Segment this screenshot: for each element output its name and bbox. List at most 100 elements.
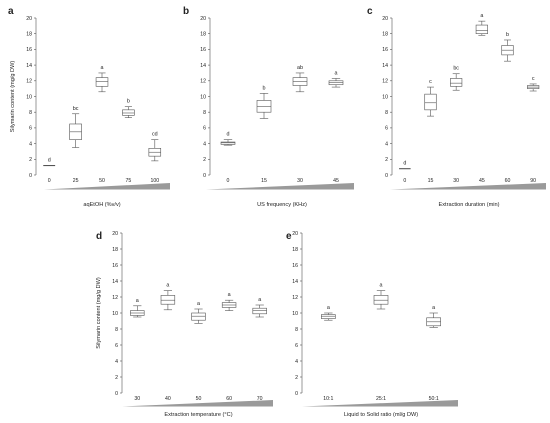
panel-c-letter: c (367, 6, 373, 17)
panel-a-significance-label-2: a (101, 65, 104, 71)
panel-a-x-tick-label-3: 75 (126, 178, 132, 184)
panel-a-significance-label-4: cd (152, 132, 158, 138)
panel-a-y-tick-label: 16 (26, 47, 32, 53)
panel-e-significance-label-2: a (432, 305, 435, 311)
panel-b-x-tick-label-1: 15 (261, 178, 267, 184)
panel-d-x-tick-label-0: 30 (134, 396, 140, 402)
panel-a-x-tick-label-0: 0 (48, 178, 51, 184)
panel-b-y-tick-label: 4 (203, 141, 206, 147)
panel-a-y-tick-label: 6 (29, 126, 32, 132)
panel-c-x-tick-label-3: 45 (479, 178, 485, 184)
panel-c-y-tick-label: 2 (385, 157, 388, 163)
panel-b-x-tick-label-3: 45 (333, 178, 339, 184)
panel-c-box-3 (475, 24, 488, 35)
panel-e-x-tick-label-0: 10:1 (323, 396, 333, 402)
panel-e-y-tick-label: 20 (292, 231, 298, 237)
panel-e-y-tick-label: 6 (295, 343, 298, 349)
panel-a-level-wedge (44, 183, 170, 190)
panel-b-significance-label-1: b (263, 85, 266, 91)
panel-a-y-tick-label: 14 (26, 63, 32, 69)
panel-c-x-tick-label-0: 0 (403, 178, 406, 184)
panel-a-x-tick-label-2: 50 (99, 178, 105, 184)
panel-a-y-tick-label: 20 (26, 16, 32, 22)
panel-c-y-tick-label: 8 (385, 110, 388, 116)
panel-b-y-tick-label: 18 (200, 32, 206, 38)
panel-c-y-tick-label: 12 (382, 79, 388, 85)
panel-e-level-wedge (302, 400, 458, 407)
panel-c-x-tick-label-2: 30 (453, 178, 459, 184)
panel-e-y-tick-label: 12 (292, 295, 298, 301)
panel-d-x-axis-title: Extraction temperature (°C) (164, 412, 232, 418)
panel-a-box-2 (95, 77, 109, 87)
panel-e-significance-label-1: a (380, 283, 383, 289)
panel-d-significance-label-1: a (166, 283, 169, 289)
panel-a-significance-label-1: bc (73, 106, 79, 112)
panel-a-x-axis-title: aqEtOH (%v/v) (83, 202, 120, 208)
panel-d-y-axis-title: Silymarin content (mg/g DW) (96, 277, 102, 349)
panel-d-y-tick-label: 4 (115, 359, 118, 365)
panel-e-y-tick-label: 14 (292, 279, 298, 285)
panel-e-y-tick-label: 10 (292, 311, 298, 317)
panel-e-y-tick-label: 2 (295, 375, 298, 381)
panel-b-significance-label-0: d (227, 132, 230, 138)
panel-d-y-tick-label: 20 (112, 231, 118, 237)
panel-b-x-tick-label-2: 30 (297, 178, 303, 184)
panel-a-significance-label-3: b (127, 99, 130, 105)
panel-d-significance-label-3: a (228, 292, 231, 298)
panel-e-y-tick-label: 18 (292, 247, 298, 253)
panel-d-significance-label-4: a (258, 297, 261, 303)
panel-d-box-4 (252, 307, 267, 315)
panel-a-x-tick-label-1: 25 (73, 178, 79, 184)
panel-d-y-tick-label: 12 (112, 295, 118, 301)
panel-e-box-0 (321, 314, 336, 319)
panel-a-y-tick-label: 2 (29, 157, 32, 163)
panel-c-x-tick-label-1: 15 (428, 178, 434, 184)
panel-d-box-2 (191, 312, 206, 321)
panel-e-box-1 (373, 295, 389, 305)
panel-d-y-tick-label: 10 (112, 311, 118, 317)
panel-d-level-wedge (122, 400, 273, 407)
panel-a-y-tick-label: 18 (26, 32, 32, 38)
panel-b-y-tick-label: 10 (200, 94, 206, 100)
panel-b-y-tick-label: 14 (200, 63, 206, 69)
panel-d-letter: d (96, 231, 102, 242)
panel-c-significance-label-0: d (403, 161, 406, 167)
panel-e-y-tick-label: 0 (295, 391, 298, 397)
panel-e-y-tick-label: 4 (295, 359, 298, 365)
panel-c-y-tick-label: 0 (385, 173, 388, 179)
panel-d-y-tick-label: 18 (112, 247, 118, 253)
panel-a-y-tick-label: 12 (26, 79, 32, 85)
panel-b-y-tick-label: 8 (203, 110, 206, 116)
panel-c-box-1 (424, 93, 437, 111)
panel-d-x-tick-label-4: 70 (257, 396, 263, 402)
panel-d-x-tick-label-2: 50 (196, 396, 202, 402)
panel-b-significance-label-2: ab (297, 65, 303, 71)
panel-d-y-tick-label: 14 (112, 279, 118, 285)
panel-c-significance-label-1: c (429, 79, 432, 85)
panel-a-y-tick-label: 8 (29, 110, 32, 116)
panel-c-level-wedge (390, 183, 546, 190)
panel-a-y-axis-title: Silymarin content (mg/g DW) (10, 61, 16, 133)
panel-c-significance-label-3: a (480, 13, 483, 19)
panel-b-x-tick-label-0: 0 (227, 178, 230, 184)
panel-a-letter: a (8, 6, 14, 17)
panel-c-x-tick-label-5: 90 (530, 178, 536, 184)
panel-e-y-tick-label: 16 (292, 263, 298, 269)
panel-b-y-tick-label: 20 (200, 16, 206, 22)
panel-b-box-1 (256, 100, 272, 113)
panel-c-y-tick-label: 4 (385, 141, 388, 147)
panel-c-significance-label-5: c (532, 76, 535, 82)
panel-c-y-tick-label: 18 (382, 32, 388, 38)
panel-e-letter: e (286, 231, 292, 242)
panel-c-y-tick-label: 16 (382, 47, 388, 53)
panel-d-y-tick-label: 16 (112, 263, 118, 269)
panel-c-x-axis-title: Extraction duration (min) (439, 202, 500, 208)
panel-b-box-3 (328, 80, 344, 86)
panel-b-box-0 (220, 141, 236, 145)
panel-d-x-tick-label-1: 40 (165, 396, 171, 402)
panel-c-y-tick-label: 20 (382, 16, 388, 22)
panel-e-y-tick-label: 8 (295, 327, 298, 333)
panel-c-significance-label-2: bc (453, 66, 459, 72)
panel-a-significance-label-0: d (48, 158, 51, 164)
